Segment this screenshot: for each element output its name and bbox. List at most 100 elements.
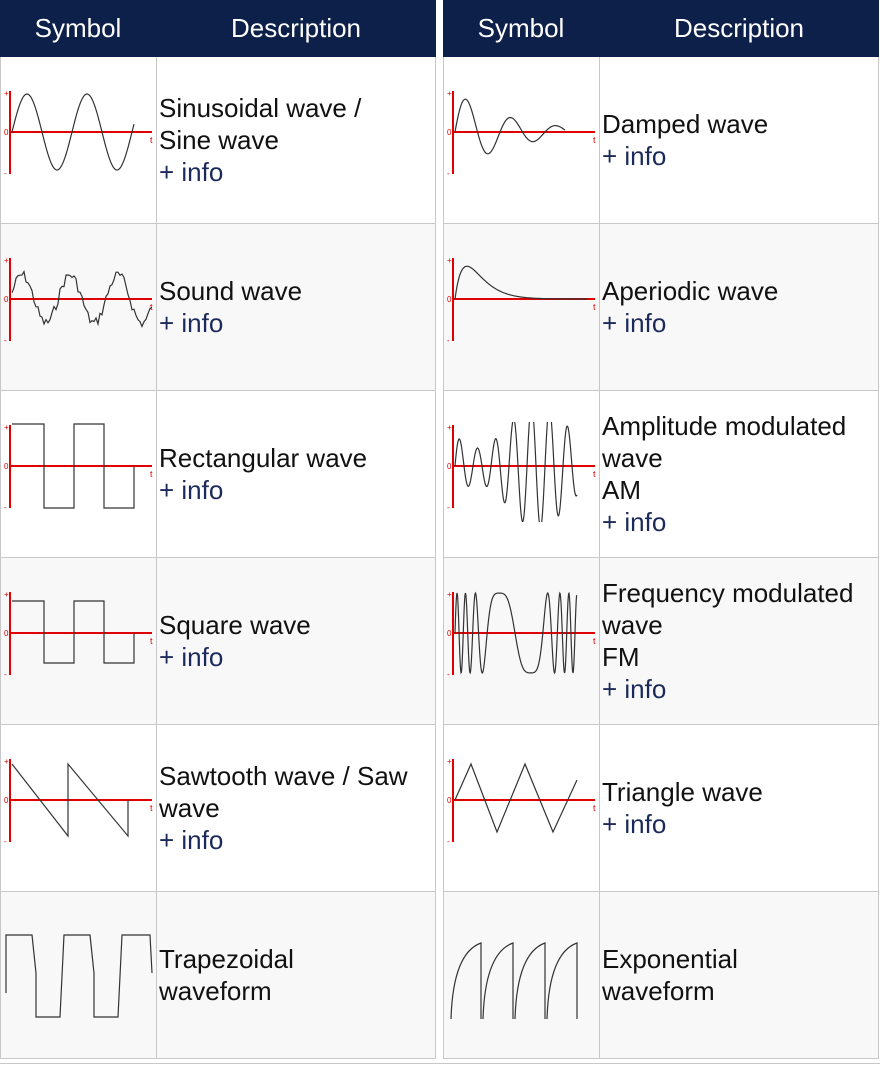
svg-text:0: 0: [447, 629, 452, 638]
table-row: + 0 - t Amplitude modulated wave AM + info: [443, 391, 879, 558]
table-row: + 0 - t Aperiodic wave + info: [443, 224, 879, 391]
info-link[interactable]: + info: [602, 507, 667, 537]
symbol-header: Symbol: [477, 13, 565, 43]
sound-wave-icon: + 0 - t: [4, 255, 154, 360]
svg-text:0: 0: [4, 295, 9, 304]
symbol-cell: + 0 - t: [444, 558, 600, 724]
sawtooth-wave-icon: + 0 - t: [4, 756, 154, 861]
svg-text:t: t: [150, 469, 153, 479]
info-link[interactable]: + info: [159, 475, 224, 505]
svg-text:-: -: [447, 336, 450, 345]
description-text: Trapezoidal: [159, 944, 294, 974]
description-cell: Square wave + info: [157, 558, 435, 724]
description-cell: Sound wave + info: [157, 224, 435, 390]
symbol-cell: [444, 892, 600, 1058]
svg-text:-: -: [4, 503, 7, 512]
symbol-cell: [1, 892, 157, 1058]
svg-text:+: +: [4, 89, 9, 98]
svg-text:+: +: [4, 757, 9, 766]
description-text: Damped wave: [602, 109, 769, 139]
trapezoidal-wave-icon: [4, 923, 154, 1028]
svg-text:-: -: [4, 336, 7, 345]
info-link[interactable]: + info: [159, 825, 224, 855]
description-text: Frequency modulated: [602, 578, 854, 608]
svg-text:t: t: [593, 302, 596, 312]
symbol-cell: + 0 - t: [1, 558, 157, 724]
symbol-header: Symbol: [34, 13, 122, 43]
table-row: + 0 - t Sawtooth wave / Saw wave + info: [0, 725, 436, 892]
description-header: Description: [230, 13, 362, 43]
svg-text:+: +: [4, 590, 9, 599]
description-cell: Sawtooth wave / Saw wave + info: [157, 725, 435, 891]
description-text: wave: [602, 610, 663, 640]
svg-text:t: t: [593, 636, 596, 646]
description-text: wave: [159, 793, 220, 823]
description-cell: Aperiodic wave + info: [600, 224, 878, 390]
svg-text:0: 0: [4, 629, 9, 638]
description-text: Square wave: [159, 610, 311, 640]
info-link[interactable]: + info: [159, 157, 224, 187]
svg-text:t: t: [150, 135, 153, 145]
svg-text:-: -: [447, 670, 450, 679]
exponential-wave-icon: [447, 923, 597, 1028]
sine-wave-icon: + 0 - t: [4, 88, 154, 193]
info-link[interactable]: + info: [159, 308, 224, 338]
left-wave-table: Symbol Description + 0 - t Sinusoidal wav…: [0, 0, 436, 1059]
triangle-wave-icon: + 0 - t: [447, 756, 597, 861]
svg-text:0: 0: [4, 796, 9, 805]
svg-text:t: t: [150, 636, 153, 646]
description-text: Sawtooth wave / Saw: [159, 761, 408, 791]
aperiodic-wave-icon: + 0 - t: [447, 255, 597, 360]
description-text: Sine wave: [159, 125, 279, 155]
svg-text:0: 0: [447, 128, 452, 137]
description-text: Aperiodic wave: [602, 276, 779, 306]
svg-text:-: -: [4, 837, 7, 846]
svg-text:+: +: [4, 423, 9, 432]
description-text: FM: [602, 642, 640, 672]
table-row: + 0 - t Frequency modulated wave FM + info: [443, 558, 879, 725]
description-cell: Damped wave + info: [600, 57, 878, 223]
svg-text:+: +: [447, 757, 452, 766]
info-link[interactable]: + info: [159, 642, 224, 672]
description-cell: Rectangular wave + info: [157, 391, 435, 557]
description-cell: Sinusoidal wave / Sine wave + info: [157, 57, 435, 223]
table-row: Trapezoidal waveform: [0, 892, 436, 1059]
description-header: Description: [673, 13, 805, 43]
symbol-cell: + 0 - t: [1, 725, 157, 891]
svg-text:t: t: [593, 803, 596, 813]
symbol-cell: + 0 - t: [444, 391, 600, 557]
description-text: waveform: [159, 976, 272, 1006]
svg-text:-: -: [447, 837, 450, 846]
info-link[interactable]: + info: [602, 809, 667, 839]
table-row: Exponential waveform: [443, 892, 879, 1059]
description-text: Exponential: [602, 944, 738, 974]
info-link[interactable]: + info: [602, 674, 667, 704]
description-cell: Amplitude modulated wave AM + info: [600, 391, 878, 557]
table-row: + 0 - t Damped wave + info: [443, 57, 879, 224]
table-row: + 0 - t Sinusoidal wave / Sine wave + info: [0, 57, 436, 224]
svg-text:-: -: [4, 670, 7, 679]
svg-text:0: 0: [447, 295, 452, 304]
symbol-cell: + 0 - t: [1, 224, 157, 390]
svg-text:t: t: [593, 469, 596, 479]
svg-text:t: t: [150, 302, 153, 312]
svg-text:0: 0: [447, 462, 452, 471]
svg-text:-: -: [447, 503, 450, 512]
svg-text:t: t: [593, 135, 596, 145]
description-text: wave: [602, 443, 663, 473]
svg-text:0: 0: [447, 796, 452, 805]
table-header: Symbol Description: [0, 0, 436, 57]
svg-text:0: 0: [4, 462, 9, 471]
svg-text:-: -: [4, 169, 7, 178]
info-link[interactable]: + info: [602, 141, 667, 171]
svg-text:-: -: [447, 169, 450, 178]
description-text: Sound wave: [159, 276, 303, 306]
svg-text:+: +: [447, 423, 452, 432]
symbol-cell: + 0 - t: [444, 224, 600, 390]
svg-text:t: t: [150, 803, 153, 813]
table-header: Symbol Description: [443, 0, 879, 57]
symbol-cell: + 0 - t: [1, 391, 157, 557]
info-link[interactable]: + info: [602, 308, 667, 338]
table-bottom-border: [0, 1063, 880, 1064]
description-cell: Frequency modulated wave FM + info: [600, 558, 878, 724]
